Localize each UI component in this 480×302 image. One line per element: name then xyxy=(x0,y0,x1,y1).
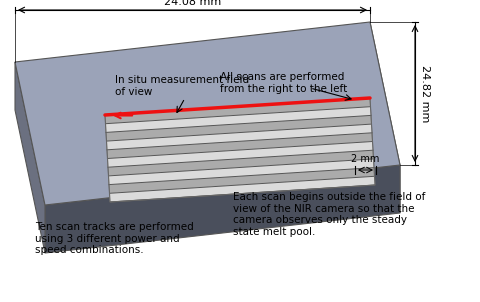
Text: In situ measurement field
of view: In situ measurement field of view xyxy=(115,75,249,97)
Polygon shape xyxy=(105,98,371,124)
Polygon shape xyxy=(108,159,374,185)
Text: 24.08 mm: 24.08 mm xyxy=(164,0,221,7)
Polygon shape xyxy=(106,115,372,141)
Text: Ten scan tracks are performed
using 3 different power and
speed combinations.: Ten scan tracks are performed using 3 di… xyxy=(35,222,194,255)
Polygon shape xyxy=(15,62,45,253)
Text: Each scan begins outside the field of
view of the NIR camera so that the
camera : Each scan begins outside the field of vi… xyxy=(233,192,425,237)
Polygon shape xyxy=(45,165,400,253)
Polygon shape xyxy=(106,107,371,132)
Polygon shape xyxy=(109,168,374,193)
Polygon shape xyxy=(15,22,400,205)
Polygon shape xyxy=(108,150,373,176)
Text: 2 mm: 2 mm xyxy=(351,154,380,164)
Polygon shape xyxy=(109,176,375,202)
Polygon shape xyxy=(107,133,372,159)
Polygon shape xyxy=(108,142,373,167)
Polygon shape xyxy=(105,98,375,202)
Polygon shape xyxy=(107,124,372,150)
Text: 24.82 mm: 24.82 mm xyxy=(420,65,430,122)
Text: All scans are performed
from the right to the left: All scans are performed from the right t… xyxy=(220,72,347,94)
Polygon shape xyxy=(370,22,400,213)
